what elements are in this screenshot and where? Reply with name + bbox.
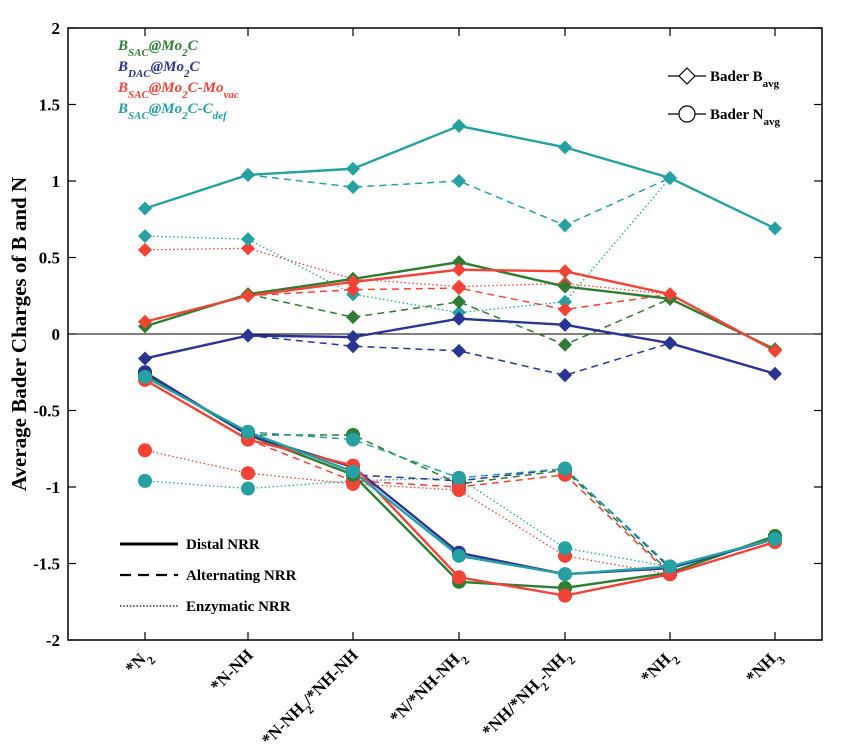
y-tick-label: 0 — [52, 325, 61, 344]
series-line-cdef-b-dashed — [247, 174, 671, 227]
data-point-diamond — [452, 255, 466, 270]
data-point-diamond — [241, 167, 255, 182]
data-point-diamond — [138, 314, 152, 329]
y-axis-label: Average Bader Charges of B and N — [7, 177, 31, 491]
series-line-movac-n-dotted — [144, 449, 671, 575]
legend-style-label: Enzymatic NRR — [186, 599, 291, 615]
data-point-circle — [138, 473, 152, 488]
data-point-circle — [558, 541, 572, 556]
data-point-circle — [241, 466, 255, 481]
data-point-diamond — [558, 337, 572, 352]
data-point-circle — [452, 570, 466, 585]
data-point-circle — [241, 481, 255, 496]
data-point-circle — [663, 559, 677, 574]
data-point-circle — [558, 567, 572, 582]
data-point-diamond — [768, 343, 782, 358]
legend-catalyst-sac: BSAC@Mo2C — [117, 38, 199, 59]
data-point-diamond — [452, 262, 466, 277]
data-point-circle — [346, 432, 360, 447]
data-point-diamond — [768, 366, 782, 381]
data-point-diamond — [138, 242, 152, 257]
data-point-diamond — [138, 351, 152, 366]
legend-catalyst-cdef: BSAC@Mo2C-Cdef — [117, 101, 228, 122]
data-point-diamond — [452, 281, 466, 296]
data-point-diamond — [346, 339, 360, 354]
data-point-diamond — [558, 317, 572, 332]
data-point-diamond — [558, 294, 572, 309]
data-point-diamond — [346, 330, 360, 345]
data-point-diamond — [346, 274, 360, 289]
data-point-circle — [768, 532, 782, 547]
y-tick-label: -1 — [46, 478, 60, 497]
data-point-diamond — [241, 288, 255, 303]
data-point-diamond — [663, 336, 677, 351]
legend-catalyst-movac: BSAC@Mo2C-Movac — [117, 80, 239, 101]
data-point-diamond — [138, 229, 152, 244]
legend-catalyst-dac: BDAC@Mo2C — [117, 59, 200, 80]
data-point-diamond — [241, 232, 255, 247]
data-point-diamond — [452, 311, 466, 326]
data-point-circle — [138, 443, 152, 458]
data-point-diamond — [452, 294, 466, 309]
series-line-movac-b-dashed — [247, 287, 671, 311]
y-tick-label: 2 — [52, 19, 61, 38]
data-point-diamond — [346, 282, 360, 297]
data-point-diamond — [138, 201, 152, 216]
data-point-diamond — [558, 140, 572, 155]
data-point-diamond — [558, 279, 572, 294]
y-tick-label: 0.5 — [39, 249, 60, 268]
legend-circle-icon — [678, 105, 696, 123]
data-point-circle — [558, 461, 572, 476]
data-point-circle — [558, 588, 572, 603]
data-point-circle — [452, 548, 466, 563]
data-point-diamond — [663, 287, 677, 302]
data-point-diamond — [558, 264, 572, 279]
y-tick-label: 1 — [52, 172, 61, 191]
data-point-diamond — [346, 310, 360, 325]
data-point-diamond — [768, 221, 782, 236]
data-point-diamond — [346, 161, 360, 176]
data-point-diamond — [558, 368, 572, 383]
data-point-diamond — [452, 118, 466, 133]
legend-style-label: Alternating NRR — [186, 568, 297, 584]
data-point-circle — [452, 470, 466, 485]
data-point-diamond — [241, 241, 255, 256]
data-point-diamond — [558, 218, 572, 233]
data-point-diamond — [663, 170, 677, 185]
data-point-circle — [241, 424, 255, 439]
data-point-circle — [346, 464, 360, 479]
data-point-diamond — [452, 174, 466, 188]
data-point-diamond — [558, 302, 572, 317]
y-tick-label: 1.5 — [39, 96, 60, 115]
data-point-diamond — [241, 328, 255, 343]
legend-diamond-icon — [678, 67, 696, 85]
y-tick-label: -1.5 — [33, 555, 60, 574]
y-tick-label: -0.5 — [33, 402, 60, 421]
data-point-diamond — [452, 343, 466, 358]
legend-style-label: Distal NRR — [186, 537, 260, 553]
data-point-circle — [138, 369, 152, 384]
legend-marker-label: Bader Bavg — [710, 69, 780, 90]
data-point-diamond — [346, 180, 360, 195]
legend-marker-label: Bader Navg — [710, 107, 780, 128]
y-tick-label: -2 — [46, 631, 60, 650]
